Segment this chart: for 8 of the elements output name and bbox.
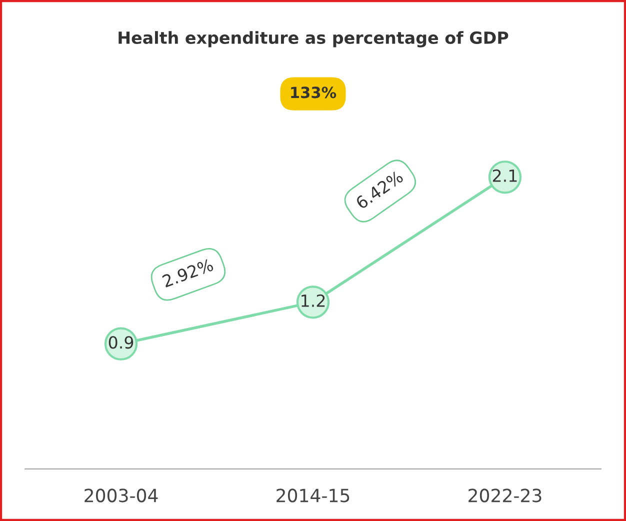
data-label: 2.1 — [492, 169, 517, 182]
data-label: 1.2 — [302, 294, 325, 307]
x-tick-label: 2022-23 — [468, 488, 542, 502]
data-label: 0.9 — [108, 336, 134, 349]
x-tick-label: 2003-04 — [84, 488, 158, 502]
text: 133% — [291, 86, 336, 98]
x-tick-label: 2014-15 — [276, 488, 350, 502]
chart-title: Health expenditure as percentage of GDP — [118, 31, 508, 48]
